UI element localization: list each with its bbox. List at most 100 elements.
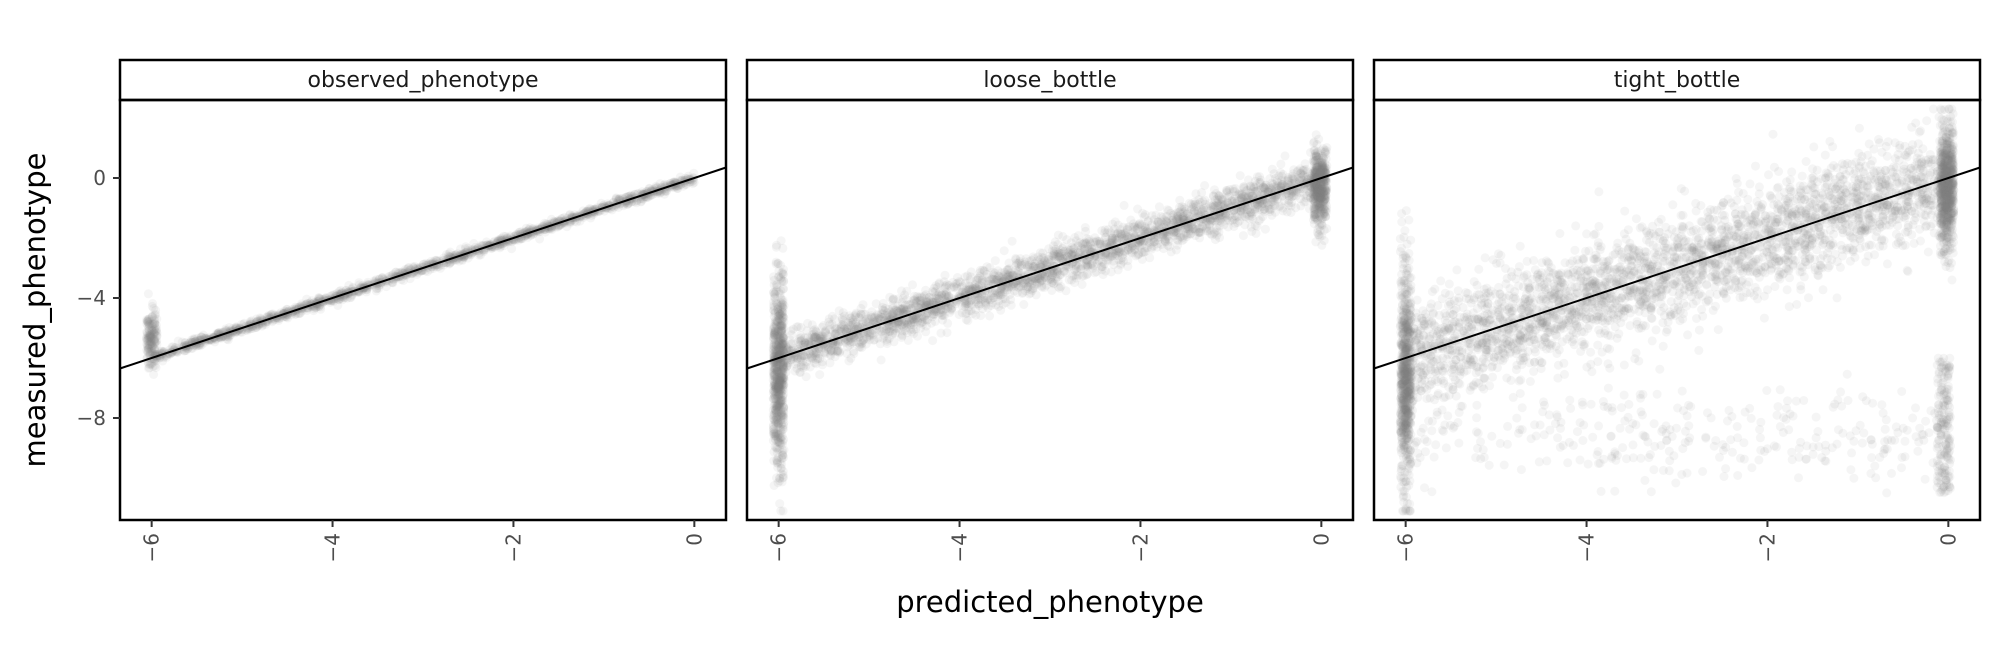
data-point <box>596 198 606 208</box>
data-point <box>885 292 895 302</box>
data-point <box>801 372 811 382</box>
data-point <box>914 313 924 323</box>
data-point <box>802 357 811 367</box>
data-point <box>252 314 261 324</box>
data-point <box>1194 195 1204 204</box>
data-point <box>778 506 788 516</box>
panel-title: loose_bottle <box>983 68 1116 93</box>
data-point <box>345 293 355 303</box>
data-point <box>1058 232 1068 241</box>
data-point <box>1174 228 1183 238</box>
data-point <box>985 311 995 321</box>
data-point <box>408 262 418 272</box>
data-point <box>924 292 934 302</box>
data-point <box>900 320 910 330</box>
data-point <box>975 265 985 275</box>
data-point <box>1163 231 1173 241</box>
data-point <box>826 345 836 355</box>
data-point <box>1164 242 1174 252</box>
data-point <box>151 326 161 336</box>
data-point <box>963 298 973 308</box>
data-point <box>143 328 152 338</box>
data-point <box>1093 236 1103 246</box>
data-point <box>247 316 257 326</box>
data-point <box>1144 238 1154 247</box>
data-point <box>1154 202 1164 212</box>
data-point <box>930 316 940 326</box>
data-point <box>1153 239 1163 249</box>
data-point <box>1223 199 1233 208</box>
data-point <box>1007 236 1017 246</box>
data-point <box>158 356 168 366</box>
data-point <box>875 314 885 323</box>
data-point <box>999 246 1009 256</box>
data-point <box>655 179 665 189</box>
data-point <box>1090 255 1100 264</box>
data-point <box>618 201 628 211</box>
data-point <box>981 298 991 308</box>
scatter-points <box>141 168 699 379</box>
data-point <box>354 278 364 288</box>
data-point <box>870 335 879 345</box>
data-point <box>770 343 780 353</box>
data-point <box>1070 278 1079 288</box>
data-point <box>1113 220 1123 230</box>
data-point <box>921 321 931 331</box>
data-point <box>810 358 819 368</box>
data-point <box>1225 211 1234 220</box>
data-point <box>778 320 788 330</box>
data-point <box>1077 280 1087 289</box>
data-point <box>521 223 531 233</box>
data-point <box>1057 249 1067 258</box>
data-point <box>1050 237 1060 247</box>
data-point <box>1250 205 1260 214</box>
data-point <box>790 366 800 376</box>
data-point <box>1260 224 1270 234</box>
panel-title: observed_phenotype <box>308 68 539 93</box>
data-point <box>1033 252 1043 262</box>
data-point <box>547 214 556 224</box>
data-point <box>1210 185 1219 195</box>
data-point <box>773 411 783 421</box>
data-point <box>507 244 517 254</box>
data-point <box>346 292 356 302</box>
data-point <box>675 172 685 182</box>
data-point <box>778 360 788 370</box>
data-point <box>180 338 190 348</box>
data-point <box>151 337 161 346</box>
data-point <box>776 463 786 473</box>
data-point <box>824 317 834 327</box>
data-point <box>388 278 398 288</box>
data-point <box>454 256 464 266</box>
data-point <box>535 234 545 244</box>
data-point <box>1199 205 1209 215</box>
data-point <box>1295 173 1305 183</box>
data-point <box>1250 220 1260 230</box>
data-point <box>1242 185 1252 195</box>
data-point <box>689 168 699 178</box>
data-point <box>1135 219 1145 229</box>
data-point <box>613 202 623 212</box>
data-point <box>954 310 964 320</box>
data-point <box>293 309 303 319</box>
data-point <box>948 277 958 287</box>
data-point <box>404 263 414 273</box>
data-point <box>316 304 326 314</box>
data-point <box>645 184 655 194</box>
data-point <box>1133 250 1143 260</box>
data-point <box>772 280 782 290</box>
data-point <box>1283 176 1293 186</box>
data-point <box>1145 253 1155 263</box>
data-point <box>858 335 868 345</box>
data-point <box>1079 271 1089 281</box>
data-point <box>771 257 781 267</box>
data-point <box>196 332 206 342</box>
data-point <box>1126 215 1136 225</box>
data-point <box>889 337 899 347</box>
data-point <box>242 325 252 335</box>
data-point <box>314 293 324 303</box>
data-point <box>770 293 780 303</box>
data-point <box>1179 202 1189 212</box>
data-point <box>908 280 917 290</box>
